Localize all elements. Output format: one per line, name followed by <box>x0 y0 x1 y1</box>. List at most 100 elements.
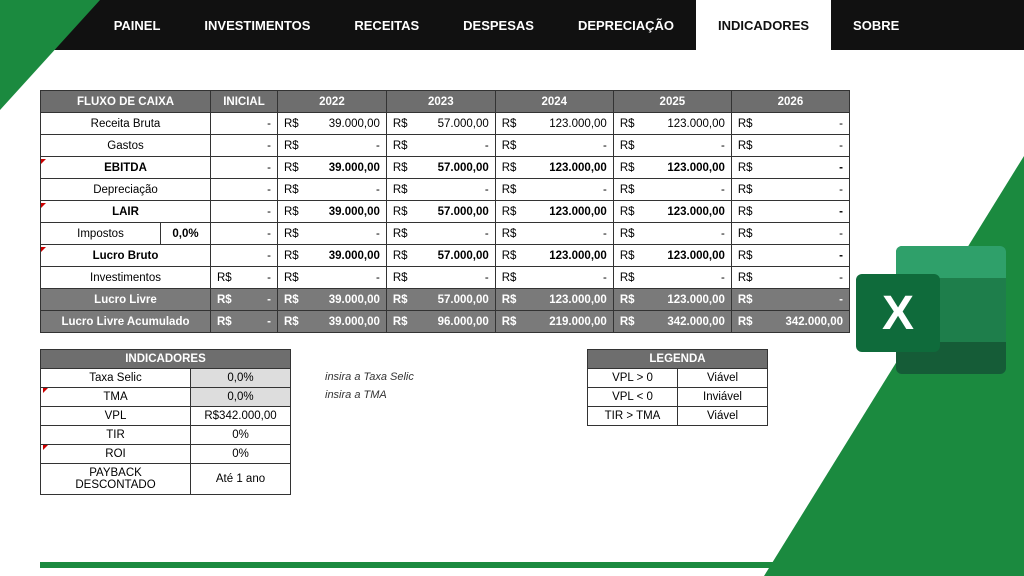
legend-result: Viável <box>678 407 768 426</box>
row-label: Lucro Livre Acumulado <box>41 311 211 333</box>
cf-year: 2024 <box>495 91 613 113</box>
nav-investimentos[interactable]: INVESTIMENTOS <box>182 0 332 50</box>
accent-bar <box>40 562 800 568</box>
cell-value: 123.000,00 <box>521 245 613 267</box>
cell-value: 39.000,00 <box>304 311 387 333</box>
cell-currency: R$ <box>731 311 757 333</box>
row-label: LAIR <box>41 201 211 223</box>
cf-year: 2026 <box>731 91 849 113</box>
cell-currency: R$ <box>613 113 639 135</box>
cell-currency: R$ <box>278 113 304 135</box>
cf-year: 2025 <box>613 91 731 113</box>
cell-currency: R$ <box>386 223 412 245</box>
cell-value: - <box>521 179 613 201</box>
cell-currency: R$ <box>278 201 304 223</box>
indicator-value: R$342.000,00 <box>191 407 291 426</box>
cell-currency: R$ <box>495 201 521 223</box>
cell-value: - <box>521 223 613 245</box>
cell-currency: R$ <box>386 113 412 135</box>
cell-currency: R$ <box>278 289 304 311</box>
cell-value: - <box>237 311 278 333</box>
nav-receitas[interactable]: RECEITAS <box>332 0 441 50</box>
nav-depreciação[interactable]: DEPRECIAÇÃO <box>556 0 696 50</box>
cf-year: 2023 <box>386 91 495 113</box>
cell-value: - <box>237 157 278 179</box>
cell-value: 96.000,00 <box>412 311 495 333</box>
row-label: Lucro Bruto <box>41 245 211 267</box>
cell-currency: R$ <box>386 289 412 311</box>
cell-currency: R$ <box>613 245 639 267</box>
indicator-label: TIR <box>41 426 191 445</box>
cell-value: - <box>237 223 278 245</box>
cell-value: 39.000,00 <box>304 157 387 179</box>
cell-currency: R$ <box>613 223 639 245</box>
cell-value: - <box>237 201 278 223</box>
cell-currency: R$ <box>386 311 412 333</box>
cell-currency: R$ <box>495 113 521 135</box>
cell-value: - <box>237 179 278 201</box>
cell-value: - <box>237 113 278 135</box>
cell-value: - <box>521 135 613 157</box>
cell-value: - <box>757 113 849 135</box>
cell-currency: R$ <box>386 157 412 179</box>
cell-value: - <box>757 289 849 311</box>
cell-currency <box>211 223 237 245</box>
cell-currency: R$ <box>613 201 639 223</box>
cell-value: - <box>639 267 731 289</box>
cell-value: 39.000,00 <box>304 289 387 311</box>
cell-value: 57.000,00 <box>412 289 495 311</box>
cell-value: - <box>757 179 849 201</box>
indicator-value: Até 1 ano <box>191 464 291 495</box>
cell-currency: R$ <box>495 267 521 289</box>
indicator-label: VPL <box>41 407 191 426</box>
hints-col: insira a Taxa Selicinsira a TMA <box>319 349 414 495</box>
cell-currency: R$ <box>278 245 304 267</box>
cell-value: - <box>237 267 278 289</box>
row-extra: 0,0% <box>161 223 211 245</box>
cell-value: - <box>757 135 849 157</box>
cell-value: - <box>304 179 387 201</box>
cell-currency: R$ <box>731 289 757 311</box>
indicator-value: 0% <box>191 426 291 445</box>
cell-currency: R$ <box>731 113 757 135</box>
sheet-area: FLUXO DE CAIXAINICIAL2022202320242025202… <box>40 90 850 495</box>
nav-indicadores[interactable]: INDICADORES <box>696 0 831 50</box>
cell-value: 123.000,00 <box>639 201 731 223</box>
row-label: Lucro Livre <box>41 289 211 311</box>
cell-currency: R$ <box>495 311 521 333</box>
cell-currency: R$ <box>613 157 639 179</box>
cell-value: 123.000,00 <box>639 157 731 179</box>
cell-currency: R$ <box>386 245 412 267</box>
cell-value: 123.000,00 <box>521 289 613 311</box>
cell-currency: R$ <box>386 135 412 157</box>
cell-value: 342.000,00 <box>757 311 849 333</box>
cell-currency: R$ <box>731 223 757 245</box>
nav-sobre[interactable]: SOBRE <box>831 0 921 50</box>
decor-triangle-left <box>0 0 100 110</box>
cell-currency: R$ <box>731 157 757 179</box>
nav-painel[interactable]: PAINEL <box>92 0 183 50</box>
nav-despesas[interactable]: DESPESAS <box>441 0 556 50</box>
indicators-title: INDICADORES <box>41 350 291 369</box>
cell-currency: R$ <box>613 289 639 311</box>
cell-currency: R$ <box>386 267 412 289</box>
hint-text: insira a Taxa Selic <box>319 371 414 383</box>
cashflow-table: FLUXO DE CAIXAINICIAL2022202320242025202… <box>40 90 850 333</box>
cell-currency: R$ <box>495 135 521 157</box>
cell-currency: R$ <box>495 223 521 245</box>
cell-value: - <box>412 223 495 245</box>
cell-currency <box>211 157 237 179</box>
cell-value: 123.000,00 <box>521 201 613 223</box>
indicator-value: 0% <box>191 445 291 464</box>
cell-currency: R$ <box>731 179 757 201</box>
row-label: Impostos <box>41 223 161 245</box>
cell-value: - <box>757 201 849 223</box>
indicators-panel: INDICADORES Taxa Selic0,0%TMA0,0%VPLR$34… <box>40 349 291 495</box>
cell-currency: R$ <box>386 179 412 201</box>
cell-value: 123.000,00 <box>521 157 613 179</box>
legend-result: Inviável <box>678 388 768 407</box>
cell-currency: R$ <box>278 135 304 157</box>
cell-currency: R$ <box>613 267 639 289</box>
cell-currency: R$ <box>211 267 237 289</box>
cell-currency: R$ <box>278 179 304 201</box>
